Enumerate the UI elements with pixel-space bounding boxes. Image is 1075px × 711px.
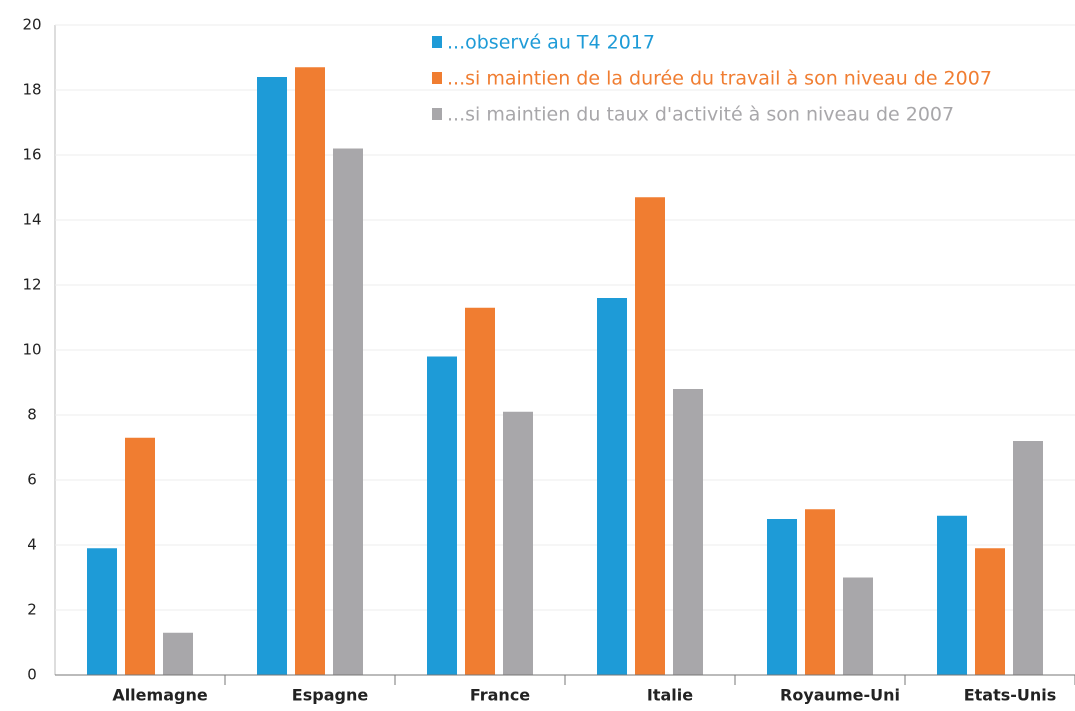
bar [333, 148, 363, 675]
x-tick-label: Italie [647, 686, 693, 705]
bar [87, 548, 117, 675]
bar [673, 389, 703, 675]
y-tick-label: 8 [27, 406, 37, 424]
y-tick-label: 4 [27, 536, 37, 554]
bar [163, 632, 193, 675]
bar [975, 548, 1005, 675]
bar [635, 197, 665, 675]
x-tick-label: Royaume-Uni [780, 686, 900, 705]
legend-swatch [432, 108, 442, 120]
bar [767, 519, 797, 675]
bar [805, 509, 835, 675]
x-tick-label: Allemagne [112, 686, 208, 705]
bar [937, 515, 967, 675]
y-tick-label: 10 [22, 341, 41, 359]
y-tick-label: 20 [22, 16, 41, 34]
bar [597, 298, 627, 675]
legend-swatch [432, 36, 442, 48]
y-tick-label: 18 [22, 81, 41, 99]
x-tick-label: Etats-Unis [964, 686, 1057, 705]
bar [257, 77, 287, 675]
legend-swatch [432, 72, 442, 84]
y-tick-label: 2 [27, 601, 37, 619]
bar [503, 411, 533, 675]
bar [843, 577, 873, 675]
y-tick-label: 14 [22, 211, 41, 229]
legend-label: ...observé au T4 2017 [447, 32, 655, 54]
bar [1013, 441, 1043, 675]
bar [295, 67, 325, 675]
legend-label: ...si maintien du taux d'activité à son … [447, 104, 954, 126]
y-tick-label: 16 [22, 146, 41, 164]
y-tick-label: 12 [22, 276, 41, 294]
y-tick-label: 0 [27, 666, 37, 684]
x-tick-label: France [470, 686, 530, 705]
bar [465, 307, 495, 675]
y-tick-label: 6 [27, 471, 37, 489]
bar [125, 437, 155, 675]
legend-label: ...si maintien de la durée du travail à … [447, 68, 992, 90]
bar [427, 356, 457, 675]
x-tick-label: Espagne [292, 686, 369, 705]
